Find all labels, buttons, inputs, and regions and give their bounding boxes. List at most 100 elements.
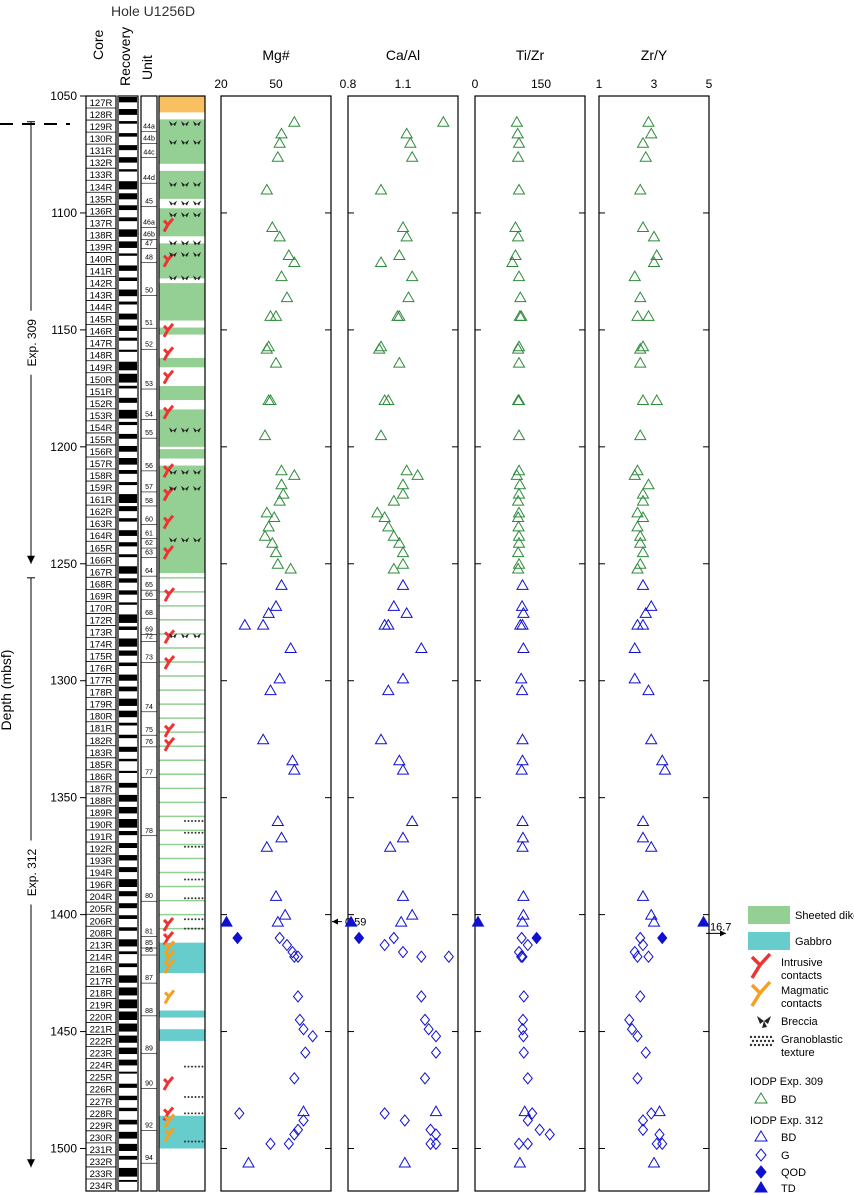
- data-point: [381, 618, 395, 630]
- legend-exp309-title: IODP Exp. 309: [750, 1076, 823, 1088]
- legend-exp312-qod-label: QOD: [781, 1167, 806, 1179]
- recovered-interval: [119, 999, 137, 1009]
- core-label: 138R: [90, 230, 113, 241]
- granoblastic-dot: [187, 831, 190, 834]
- breccia-icon: [193, 275, 201, 281]
- magmatic-contact-icon: [750, 980, 772, 1007]
- data-point: [400, 606, 414, 618]
- data-point: [256, 618, 270, 630]
- core-label: 135R: [90, 194, 113, 205]
- breccia-icon: [193, 181, 201, 187]
- breccia-icon: [193, 537, 201, 543]
- data-point: [381, 520, 395, 532]
- recovered-interval: [119, 97, 137, 103]
- core-label: 150R: [90, 375, 113, 386]
- core-label: 179R: [90, 700, 113, 711]
- data-point: [631, 520, 644, 532]
- granoblastic-dot: [194, 831, 197, 834]
- recovered-interval: [119, 121, 137, 124]
- data-point: [269, 356, 283, 368]
- unit-label: 68: [145, 610, 153, 617]
- unit-label: 80: [145, 893, 153, 900]
- data-point: [425, 1123, 436, 1137]
- recovered-interval: [119, 229, 137, 237]
- core-label: 144R: [90, 303, 113, 314]
- unit-label: 44c: [143, 149, 155, 156]
- legend-granoblastic-label-1: Granoblastic: [781, 1034, 843, 1046]
- breccia-icon: [181, 633, 189, 639]
- granoblastic-dot: [187, 1096, 190, 1099]
- legend-exp312-td-marker: [754, 1181, 768, 1193]
- unit-label: 47: [145, 241, 153, 248]
- data-point: [298, 1114, 309, 1127]
- data-point: [269, 889, 283, 901]
- granoblastic-dot: [191, 831, 193, 834]
- recovered-interval: [119, 770, 137, 773]
- data-point: [531, 931, 542, 945]
- data-point: [632, 1072, 643, 1085]
- data-point: [383, 840, 397, 852]
- core-label: 182R: [90, 736, 113, 747]
- sheeted-dike-interval: [159, 449, 205, 459]
- data-point: [281, 938, 293, 952]
- breccia-icon: [169, 181, 177, 187]
- data-point: [396, 889, 410, 901]
- legend-exp312-bd-label: BD: [781, 1132, 796, 1144]
- breccia-icon: [169, 200, 177, 206]
- recovered-interval: [119, 734, 137, 739]
- magmatic-contact-icon: [163, 989, 176, 1005]
- legend-gabbro-swatch: [748, 932, 790, 950]
- data-point: [635, 990, 646, 1003]
- core-label: 233R: [90, 1169, 113, 1180]
- data-point: [374, 183, 388, 195]
- data-point: [294, 1013, 305, 1027]
- sheeted-dike-interval: [159, 96, 205, 113]
- data-point: [396, 578, 410, 590]
- recovered-interval: [119, 578, 137, 583]
- recovered-interval: [119, 1095, 137, 1101]
- core-label: 190R: [90, 820, 113, 831]
- intrusive-contact-icon: [162, 322, 175, 338]
- data-point: [636, 546, 650, 558]
- core-label: 152R: [90, 399, 113, 410]
- data-point: [512, 394, 526, 406]
- core-label: 157R: [90, 459, 113, 470]
- data-point: [284, 562, 298, 574]
- data-point: [510, 468, 524, 480]
- unit-column: 44a 44b 44c 44d 45 46a 46b 47 48 50 51 52 53 54 55 56 57…: [140, 95, 158, 1192]
- expedition-arrow-head: [27, 1159, 35, 1168]
- data-point: [275, 464, 288, 476]
- core-label: 208R: [90, 928, 113, 939]
- panel-frame: [598, 95, 710, 1192]
- data-point: [374, 733, 388, 745]
- data-point: [527, 1107, 538, 1120]
- unit-label: 44b: [143, 135, 155, 142]
- recovered-interval: [119, 1119, 137, 1125]
- data-point: [387, 562, 401, 574]
- panel-tick-label: 150: [531, 77, 551, 91]
- unit-label: 94: [145, 1155, 153, 1162]
- recovered-interval: [119, 867, 137, 873]
- sheeted-dike-interval: [159, 357, 205, 368]
- unit-label: 48: [145, 255, 153, 262]
- recovered-interval: [119, 746, 137, 752]
- recovered-interval: [119, 1023, 137, 1032]
- unit-label: 81: [145, 928, 153, 935]
- unit-label: 44d: [143, 175, 155, 182]
- data-point: [544, 1128, 555, 1141]
- breccia-icon: [169, 252, 177, 258]
- data-point: [260, 840, 274, 852]
- data-point: [397, 945, 409, 959]
- data-point: [269, 309, 283, 321]
- data-point: [282, 249, 296, 261]
- core-label: 173R: [90, 627, 113, 638]
- data-point: [633, 183, 647, 195]
- granoblastic-dot: [184, 927, 186, 930]
- legend: Sheeted dike Gabbro Intrusive contacts M…: [748, 906, 854, 1195]
- recovered-interval: [119, 698, 137, 706]
- recovered-interval: [119, 855, 137, 861]
- recovered-interval: [119, 722, 137, 726]
- granoblastic-dot: [194, 927, 197, 930]
- data-point: [423, 1022, 434, 1036]
- data-point: [636, 889, 650, 901]
